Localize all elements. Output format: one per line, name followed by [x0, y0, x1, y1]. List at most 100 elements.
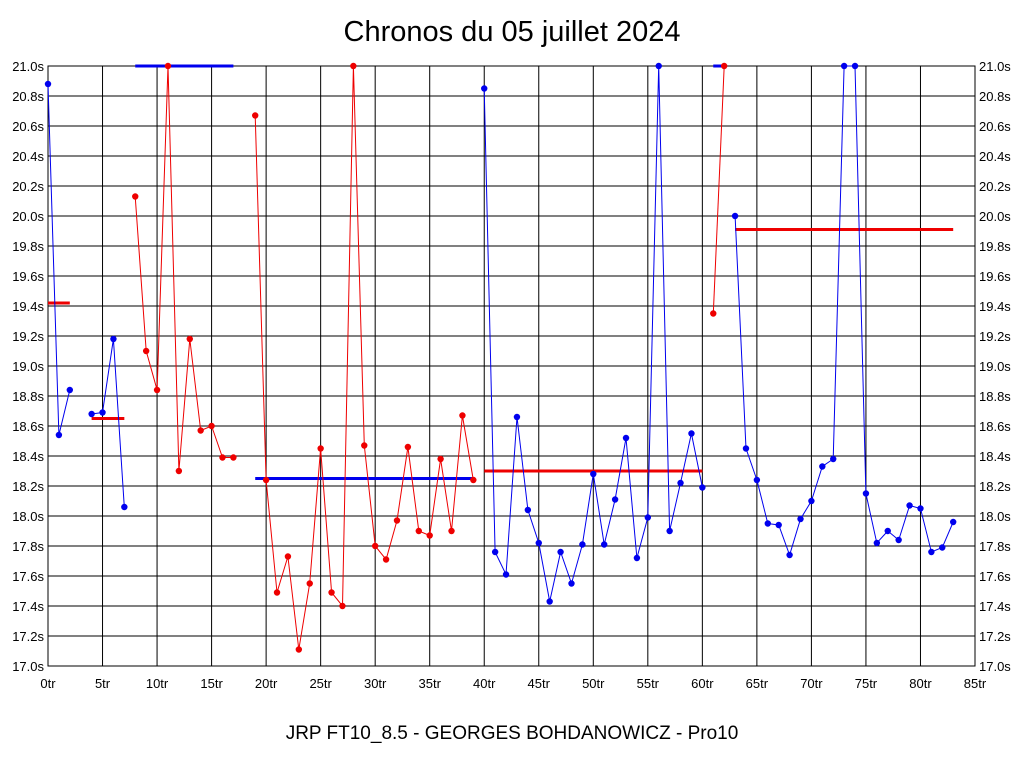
data-point [513, 413, 521, 421]
series-segment [731, 62, 957, 559]
data-point [208, 422, 215, 430]
data-point [306, 580, 313, 587]
data-point [197, 427, 204, 434]
y-tick-label-left: 20.2s [12, 179, 44, 194]
data-point [742, 445, 750, 452]
y-tick-label-left: 20.0s [12, 209, 44, 224]
data-point [273, 589, 281, 596]
series-segment [44, 80, 74, 439]
x-tick-label: 70tr [800, 676, 823, 691]
data-point [132, 193, 139, 200]
y-tick-label-right: 20.6s [979, 119, 1011, 134]
y-tick-label-left: 17.2s [12, 629, 44, 644]
plot-frame [47, 65, 976, 667]
data-point [110, 335, 117, 343]
data-point [808, 497, 815, 505]
data-point [622, 434, 630, 442]
y-tick-label-left: 19.0s [12, 359, 44, 374]
data-point [699, 484, 706, 491]
series-line [134, 65, 234, 472]
data-point [840, 62, 848, 70]
x-tick-label: 0tr [40, 676, 56, 691]
grid-lines [47, 65, 976, 667]
y-tick-label-right: 19.0s [979, 359, 1011, 374]
data-point [862, 490, 870, 497]
data-point [219, 454, 226, 461]
data-point [415, 527, 422, 535]
data-point [873, 539, 881, 547]
data-point [906, 502, 913, 509]
y-tick-label-right: 18.4s [979, 449, 1011, 464]
x-tick-label: 45tr [528, 676, 551, 691]
data-point [830, 455, 837, 463]
data-point [819, 463, 826, 470]
data-point [153, 386, 161, 394]
data-point [393, 517, 401, 524]
x-tick-label: 30tr [364, 676, 387, 691]
series-line [254, 65, 474, 650]
data-point [491, 548, 499, 556]
data-point [350, 62, 357, 70]
y-tick-label-left: 19.6s [12, 269, 44, 284]
x-tick-label: 75tr [855, 676, 878, 691]
data-point [524, 506, 532, 514]
data-point [775, 521, 782, 529]
series-line [712, 65, 725, 314]
data-point [568, 580, 575, 587]
y-tick-label-right: 17.8s [979, 539, 1011, 554]
y-tick-label-right: 19.2s [979, 329, 1011, 344]
series-segment [132, 62, 237, 475]
y-tick-label-left: 18.8s [12, 389, 44, 404]
data-point [121, 503, 128, 511]
y-tick-label-left: 20.6s [12, 119, 44, 134]
series-line [47, 83, 71, 436]
x-axis: 0tr 5tr 10tr 15tr 20tr 25tr 30tr 35tr 40tr 45tr 50… [40, 676, 986, 691]
y-tick-label-right: 19.8s [979, 239, 1011, 254]
data-point [895, 536, 902, 544]
y-tick-label-right: 18.6s [979, 419, 1011, 434]
data-point [459, 412, 466, 419]
data-point [720, 62, 728, 70]
data-point [142, 347, 150, 355]
x-tick-label: 5tr [95, 676, 111, 691]
data-point [437, 455, 444, 463]
x-tick-label: 55tr [637, 676, 660, 691]
x-tick-label: 25tr [309, 676, 332, 691]
x-tick-label: 10tr [146, 676, 169, 691]
y-tick-label-left: 20.8s [12, 89, 44, 104]
data-point [44, 80, 52, 88]
data-point [371, 542, 379, 550]
data-point [546, 598, 553, 605]
data-point [579, 541, 586, 548]
x-tick-label: 40tr [473, 676, 496, 691]
series-segment [481, 62, 706, 605]
y-tick-label-left: 17.8s [12, 539, 44, 554]
x-tick-label: 15tr [200, 676, 223, 691]
data-point [99, 409, 106, 416]
y-tick-label-right: 20.2s [979, 179, 1011, 194]
y-axis-right: 17.0s 17.2s 17.4s 17.6s 17.8s 18.0s 18.2s 18.4s… [979, 59, 1011, 674]
y-tick-label-right: 17.0s [979, 659, 1011, 674]
y-axis-left: 17.0s 17.2s 17.4s 17.6s 17.8s 18.0s 18.2s 18.4s… [12, 59, 44, 674]
data-point [786, 551, 793, 559]
y-tick-label-left: 17.6s [12, 569, 44, 584]
data-point [797, 515, 804, 523]
y-tick-label-right: 18.8s [979, 389, 1011, 404]
y-tick-label-right: 17.4s [979, 599, 1011, 614]
y-tick-label-right: 20.0s [979, 209, 1011, 224]
data-point [688, 430, 695, 437]
y-tick-label-left: 18.6s [12, 419, 44, 434]
data-point [753, 476, 761, 484]
data-point [382, 556, 390, 563]
y-tick-label-right: 18.0s [979, 509, 1011, 524]
chart-subtitle: JRP FT10_8.5 - GEORGES BOHDANOWICZ - Pro… [285, 723, 739, 744]
data-point [317, 445, 324, 452]
x-tick-label: 80tr [909, 676, 932, 691]
y-tick-label-left: 21.0s [12, 59, 44, 74]
data-point [633, 554, 641, 562]
data-point [611, 496, 619, 503]
data-point [328, 589, 335, 596]
series-line [91, 338, 125, 508]
y-tick-label-left: 17.4s [12, 599, 44, 614]
